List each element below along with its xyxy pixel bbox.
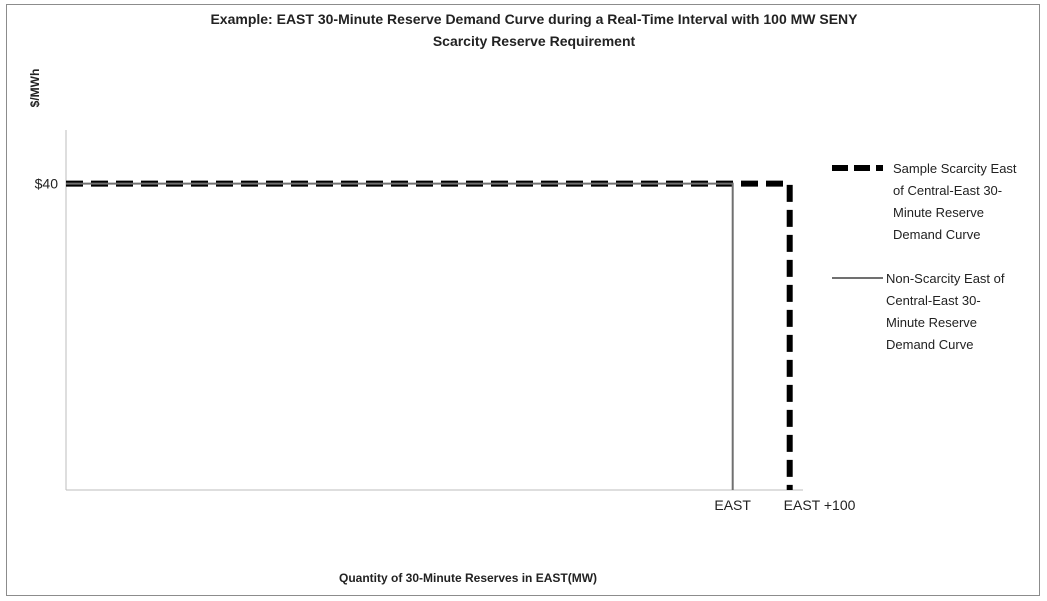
chart-title-line-2: Scarcity Reserve Requirement xyxy=(433,33,636,49)
tick-layer: $40 EAST EAST +100 xyxy=(35,176,856,513)
y-tick-label: $40 xyxy=(35,176,59,192)
series-layer xyxy=(66,180,793,490)
legend-label-scarcity-line-4: Demand Curve xyxy=(893,227,980,242)
chart-frame xyxy=(6,4,1040,596)
series-scarcity-curve xyxy=(66,180,793,490)
legend-label-scarcity-line-1: Sample Scarcity East xyxy=(893,161,1017,176)
legend-label-non-scarcity-line-3: Minute Reserve xyxy=(886,315,977,330)
legend: Sample Scarcity East of Central-East 30-… xyxy=(832,161,1017,352)
y-axis-label: $/MWh xyxy=(28,69,42,108)
legend-label-scarcity-line-2: of Central-East 30- xyxy=(893,183,1002,198)
x-tick-label-east: EAST xyxy=(714,497,751,513)
legend-label-scarcity-line-3: Minute Reserve xyxy=(893,205,984,220)
x-tick-label-east-plus-100: EAST +100 xyxy=(784,497,856,513)
series-non-scarcity-curve xyxy=(66,182,734,490)
x-axis-label: Quantity of 30-Minute Reserves in EAST(M… xyxy=(339,571,597,585)
legend-label-non-scarcity-line-2: Central-East 30- xyxy=(886,293,981,308)
legend-label-non-scarcity-line-4: Demand Curve xyxy=(886,337,973,352)
chart-title-line-1: Example: EAST 30-Minute Reserve Demand C… xyxy=(210,11,858,27)
legend-label-non-scarcity-line-1: Non-Scarcity East of xyxy=(886,271,1005,286)
chart-title: Example: EAST 30-Minute Reserve Demand C… xyxy=(210,11,858,49)
